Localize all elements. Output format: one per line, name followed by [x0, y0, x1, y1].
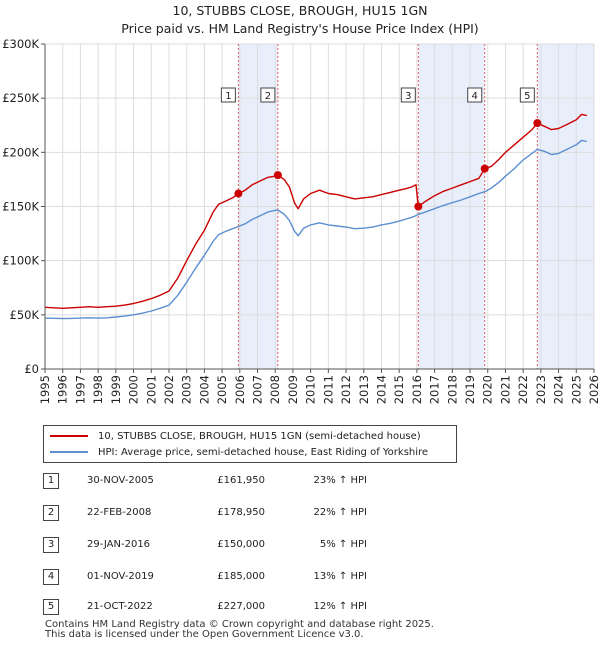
sale-price: £227,000 [217, 601, 265, 612]
sale-label-number: 3 [405, 91, 411, 102]
y-tick-label: £250K [2, 91, 39, 105]
x-tick-label: 2001 [144, 375, 158, 404]
sale-price: £185,000 [217, 571, 265, 582]
x-tick-label: 1998 [91, 375, 105, 404]
sale-date: 21-OCT-2022 [87, 601, 153, 612]
x-tick-label: 2000 [127, 375, 141, 404]
table-row: 1 30-NOV-2005 £161,950 23% ↑ HPI [43, 470, 583, 490]
x-tick-label: 1995 [38, 375, 52, 404]
x-tick-label: 2014 [374, 375, 388, 404]
x-tick-label: 2023 [534, 375, 548, 404]
x-tick-label: 2003 [180, 375, 194, 404]
sale-date: 01-NOV-2019 [87, 571, 154, 582]
sale-hpi-diff: 23% ↑ HPI [313, 475, 367, 486]
chart-title-line-2: Price paid vs. HM Land Registry's House … [121, 21, 479, 36]
x-tick-label: 2008 [268, 375, 282, 404]
sale-label-box [400, 87, 416, 103]
sale-point [414, 202, 423, 211]
x-tick-label: 2004 [197, 375, 211, 404]
x-tick-label: 2018 [445, 375, 459, 404]
legend-entry-hpi: HPI: Average price, semi-detached house,… [50, 444, 428, 460]
y-tick-label: £0 [24, 362, 39, 376]
sale-number-badge: 1 [43, 473, 59, 489]
x-tick-label: 2021 [498, 375, 512, 404]
x-tick-label: 2024 [552, 375, 566, 404]
sale-hpi-diff: 22% ↑ HPI [313, 507, 367, 518]
x-tick-label: 2005 [215, 375, 229, 404]
sale-label-number: 4 [472, 91, 478, 102]
x-tick-label: 2020 [481, 375, 495, 404]
x-tick-label: 1999 [109, 375, 123, 404]
sale-hpi-diff: 13% ↑ HPI [313, 571, 367, 582]
price-chart: 1 2 3 4 5 £0 £50K £100K £150K £200K £250K £300K 1995… [2, 37, 600, 404]
y-tick-label: £200K [2, 145, 39, 159]
sale-price: £178,950 [217, 507, 265, 518]
series-line-property [44, 113, 588, 309]
chart-title: 10, STUBBS CLOSE, BROUGH, HU15 1GN Price… [0, 2, 600, 38]
legend: 10, STUBBS CLOSE, BROUGH, HU15 1GN (semi… [43, 425, 457, 463]
x-tick-label: 1997 [73, 375, 87, 404]
legend-swatch-property [50, 435, 88, 437]
sale-number-badge: 5 [43, 599, 59, 615]
sale-number-badge: 4 [43, 569, 59, 585]
x-tick-label: 2025 [569, 375, 583, 404]
x-tick-label: 2009 [286, 375, 300, 404]
sale-point [273, 171, 282, 180]
sale-label-number: 2 [265, 91, 271, 102]
x-tick-label: 2012 [339, 375, 353, 404]
footer: Contains HM Land Registry data © Crown c… [45, 620, 434, 640]
sale-label-box [519, 87, 535, 103]
table-row: 2 22-FEB-2008 £178,950 22% ↑ HPI [43, 502, 583, 522]
table-row: 5 21-OCT-2022 £227,000 12% ↑ HPI [43, 596, 583, 616]
legend-swatch-hpi [50, 451, 88, 453]
y-tick-label: £50K [10, 308, 40, 322]
x-tick-label: 2002 [162, 375, 176, 404]
sale-price: £150,000 [217, 539, 265, 550]
legend-label-property: 10, STUBBS CLOSE, BROUGH, HU15 1GN (semi… [98, 430, 421, 442]
x-tick-label: 2006 [233, 375, 247, 404]
sale-date: 22-FEB-2008 [87, 507, 152, 518]
y-tick-label: £300K [2, 37, 39, 51]
x-tick-label: 2019 [463, 375, 477, 404]
footer-licence: This data is licensed under the Open Gov… [45, 629, 364, 640]
chart-title-line-1: 10, STUBBS CLOSE, BROUGH, HU15 1GN [172, 3, 428, 18]
y-tick-label: £100K [2, 254, 39, 268]
x-tick-label: 2010 [304, 375, 318, 404]
sale-date: 29-JAN-2016 [87, 539, 151, 550]
sale-label-number: 5 [524, 91, 530, 102]
sale-hpi-diff: 12% ↑ HPI [313, 601, 367, 612]
sale-point [480, 164, 489, 173]
x-tick-label: 2007 [251, 375, 265, 404]
table-row: 3 29-JAN-2016 £150,000 5% ↑ HPI [43, 534, 583, 554]
sale-number-badge: 2 [43, 505, 59, 521]
table-row: 4 01-NOV-2019 £185,000 13% ↑ HPI [43, 566, 583, 586]
sale-label-number: 1 [225, 91, 231, 102]
x-tick-label: 2015 [392, 375, 406, 404]
sale-price: £161,950 [217, 475, 265, 486]
sale-label-box [467, 87, 483, 103]
x-tick-label: 2013 [357, 375, 371, 404]
x-tick-label: 2026 [587, 375, 600, 404]
sale-hpi-diff: 5% ↑ HPI [319, 539, 367, 550]
sale-date: 30-NOV-2005 [87, 475, 154, 486]
sale-label-box [220, 87, 236, 103]
x-tick-label: 2016 [410, 375, 424, 404]
legend-label-hpi: HPI: Average price, semi-detached house,… [98, 446, 429, 458]
legend-entry-property: 10, STUBBS CLOSE, BROUGH, HU15 1GN (semi… [50, 428, 421, 444]
y-tick-label: £150K [2, 200, 39, 214]
x-tick-label: 1996 [56, 375, 70, 404]
x-tick-label: 2011 [321, 375, 335, 404]
x-tick-label: 2017 [428, 375, 442, 404]
sale-label-box [260, 87, 276, 103]
x-tick-label: 2022 [516, 375, 530, 404]
sale-point [234, 189, 243, 198]
footer-copyright: Contains HM Land Registry data © Crown c… [45, 619, 434, 630]
sale-number-badge: 3 [43, 537, 59, 553]
series-line-hpi [44, 139, 588, 320]
sale-point [533, 119, 542, 128]
